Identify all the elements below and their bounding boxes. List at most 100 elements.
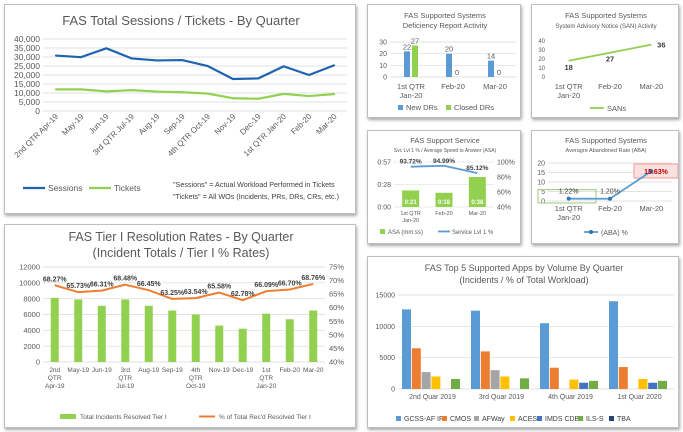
- x-tick-label: 2nd QTR Apr-19: [13, 112, 61, 160]
- tickets-note: "Tickets" = All WOs (Incidents, PRs, DRs…: [173, 192, 339, 201]
- aba-chart-subtitle: Averagre Abandoned Rate (ABA): [566, 148, 647, 154]
- x-tick-label: Jan-20: [402, 218, 419, 224]
- x-tick-label: 1st: [262, 367, 271, 374]
- bar: [402, 309, 411, 389]
- x-tick-label: Sep-19: [162, 367, 183, 374]
- y-tick-label: 15,000: [14, 79, 40, 89]
- point-value-label: 65.58%: [207, 284, 232, 291]
- legend-swatch: [474, 416, 479, 421]
- y-tick-label: 5,000: [19, 97, 41, 107]
- y-tick-label: 0:57: [377, 160, 391, 167]
- y-tick-label: 10000: [19, 278, 40, 287]
- y-tick-label: 0: [36, 358, 40, 367]
- data-point: [308, 74, 310, 76]
- x-tick-label: 1st QTR: [397, 82, 426, 91]
- tier1-chart-subtitle: (Incident Totals / Tier I % Rates): [93, 246, 270, 260]
- y-tick-label: 30,000: [14, 52, 40, 62]
- deficiency-chart-title: FAS Supported Systems: [404, 11, 486, 20]
- point-value-label: 15.63%: [644, 169, 669, 176]
- bar: [50, 297, 59, 362]
- legend-label: Closed DRs: [454, 103, 494, 112]
- y2-tick-label: 65%: [329, 290, 344, 299]
- apps-chart: FAS Top 5 Supported Apps by Volume By Qu…: [376, 263, 674, 423]
- x-tick-label: 2nd: [49, 367, 60, 374]
- data-point: [282, 65, 285, 68]
- legend-label: Sessions: [48, 183, 83, 193]
- y-tick-label: 15000: [376, 292, 396, 299]
- bar: [480, 351, 490, 389]
- x-tick-label: Mar-20: [639, 204, 663, 213]
- x-tick-label: 4th: [191, 367, 200, 374]
- series-line-sans: [568, 43, 652, 62]
- point-value-label: 94.99%: [433, 158, 455, 165]
- bar: [435, 192, 453, 207]
- legend-label: Tickets: [114, 183, 141, 193]
- x-tick-label: 4th Quar 2019: [548, 394, 593, 401]
- x-tick-label: Aug-19: [138, 367, 159, 374]
- point-value-label: 36: [657, 41, 665, 50]
- y-tick-label: 0: [391, 386, 395, 393]
- y-tick-label: 40,000: [14, 34, 40, 44]
- san-chart: FAS Supported Systems System Advisory Not…: [538, 11, 665, 113]
- bar: [238, 328, 247, 362]
- y2-tick-label: 100%: [497, 160, 515, 167]
- legend-swatch: [60, 414, 76, 419]
- x-tick-label: Jul-19: [116, 383, 134, 390]
- y-tick-label: 5000: [379, 355, 395, 362]
- data-point: [649, 169, 654, 174]
- bar: [412, 45, 418, 77]
- legend-label: AFWay: [482, 416, 505, 423]
- tier1-chart-panel: FAS Tier I Resolution Rates - By Quarter…: [4, 224, 356, 428]
- legend-label: CMOS: [450, 416, 471, 423]
- x-tick-label: May-19: [67, 367, 89, 374]
- bar: [215, 325, 224, 362]
- legend-swatch: [396, 416, 401, 421]
- bar: [658, 380, 667, 389]
- bar: [421, 372, 431, 389]
- legend-swatch-marker: [589, 230, 593, 234]
- deficiency-chart-panel: FAS Supported Systems Deficiency Report A…: [367, 4, 521, 118]
- bar: [97, 305, 106, 362]
- x-tick-label: Jun-19: [92, 367, 112, 374]
- sessions-chart-title: FAS Total Sessions / Tickets - By Quarte…: [62, 13, 300, 28]
- x-tick-label: Nov-19: [209, 367, 230, 374]
- y-tick-label: 0: [541, 198, 545, 205]
- legend-swatch: [578, 416, 583, 421]
- data-point: [156, 59, 158, 62]
- y2-tick-label: 50%: [329, 330, 344, 339]
- bar: [451, 378, 460, 389]
- x-tick-label: Feb-20: [441, 82, 465, 91]
- service-chart-panel: FAS Support Service Svc Lvl 1 % / Average…: [367, 130, 521, 244]
- x-tick-label: Sep-19: [162, 112, 187, 137]
- x-tick-label: Dec-19: [232, 367, 253, 374]
- bar-value-label: 27: [411, 37, 419, 46]
- point-value-label: 63.25%: [160, 290, 185, 297]
- tier1-chart: FAS Tier I Resolution Rates - By Quarter…: [19, 230, 344, 421]
- aba-chart-title: FAS Supported Systems: [565, 136, 647, 145]
- y-tick-label: 20: [379, 51, 387, 58]
- bar-value-label: 14: [487, 52, 495, 61]
- y-tick-label: 20,000: [14, 70, 40, 80]
- x-tick-label: Feb-20: [598, 82, 622, 91]
- data-point: [130, 57, 133, 60]
- x-tick-label: QTR: [118, 375, 132, 382]
- bar-value-label: 0:38: [471, 200, 484, 206]
- aba-chart: FAS Supported Systems Averagre Abandoned …: [537, 136, 678, 237]
- x-tick-label: Jan-20: [557, 213, 580, 222]
- data-point: [156, 90, 158, 93]
- x-tick-label: QTR: [259, 375, 273, 382]
- x-tick-label: QTR: [189, 375, 203, 382]
- y2-tick-label: 60%: [497, 190, 511, 197]
- legend-label: IMDS CDB: [545, 416, 580, 423]
- x-tick-label: 3rd Quar 2019: [479, 394, 524, 401]
- data-point: [257, 77, 260, 80]
- san-chart-subtitle: System Advisory Notice (SAN) Activity: [555, 24, 656, 30]
- san-chart-panel: FAS Supported Systems System Advisory Not…: [531, 4, 679, 118]
- data-point: [308, 95, 310, 97]
- deficiency-chart-subtitle: Deficiency Report Activity: [403, 21, 488, 30]
- y-tick-label: 0:00: [377, 205, 391, 212]
- tier1-chart-title: FAS Tier I Resolution Rates - By Quarter: [68, 230, 293, 244]
- bar: [609, 301, 618, 389]
- bar: [618, 367, 628, 389]
